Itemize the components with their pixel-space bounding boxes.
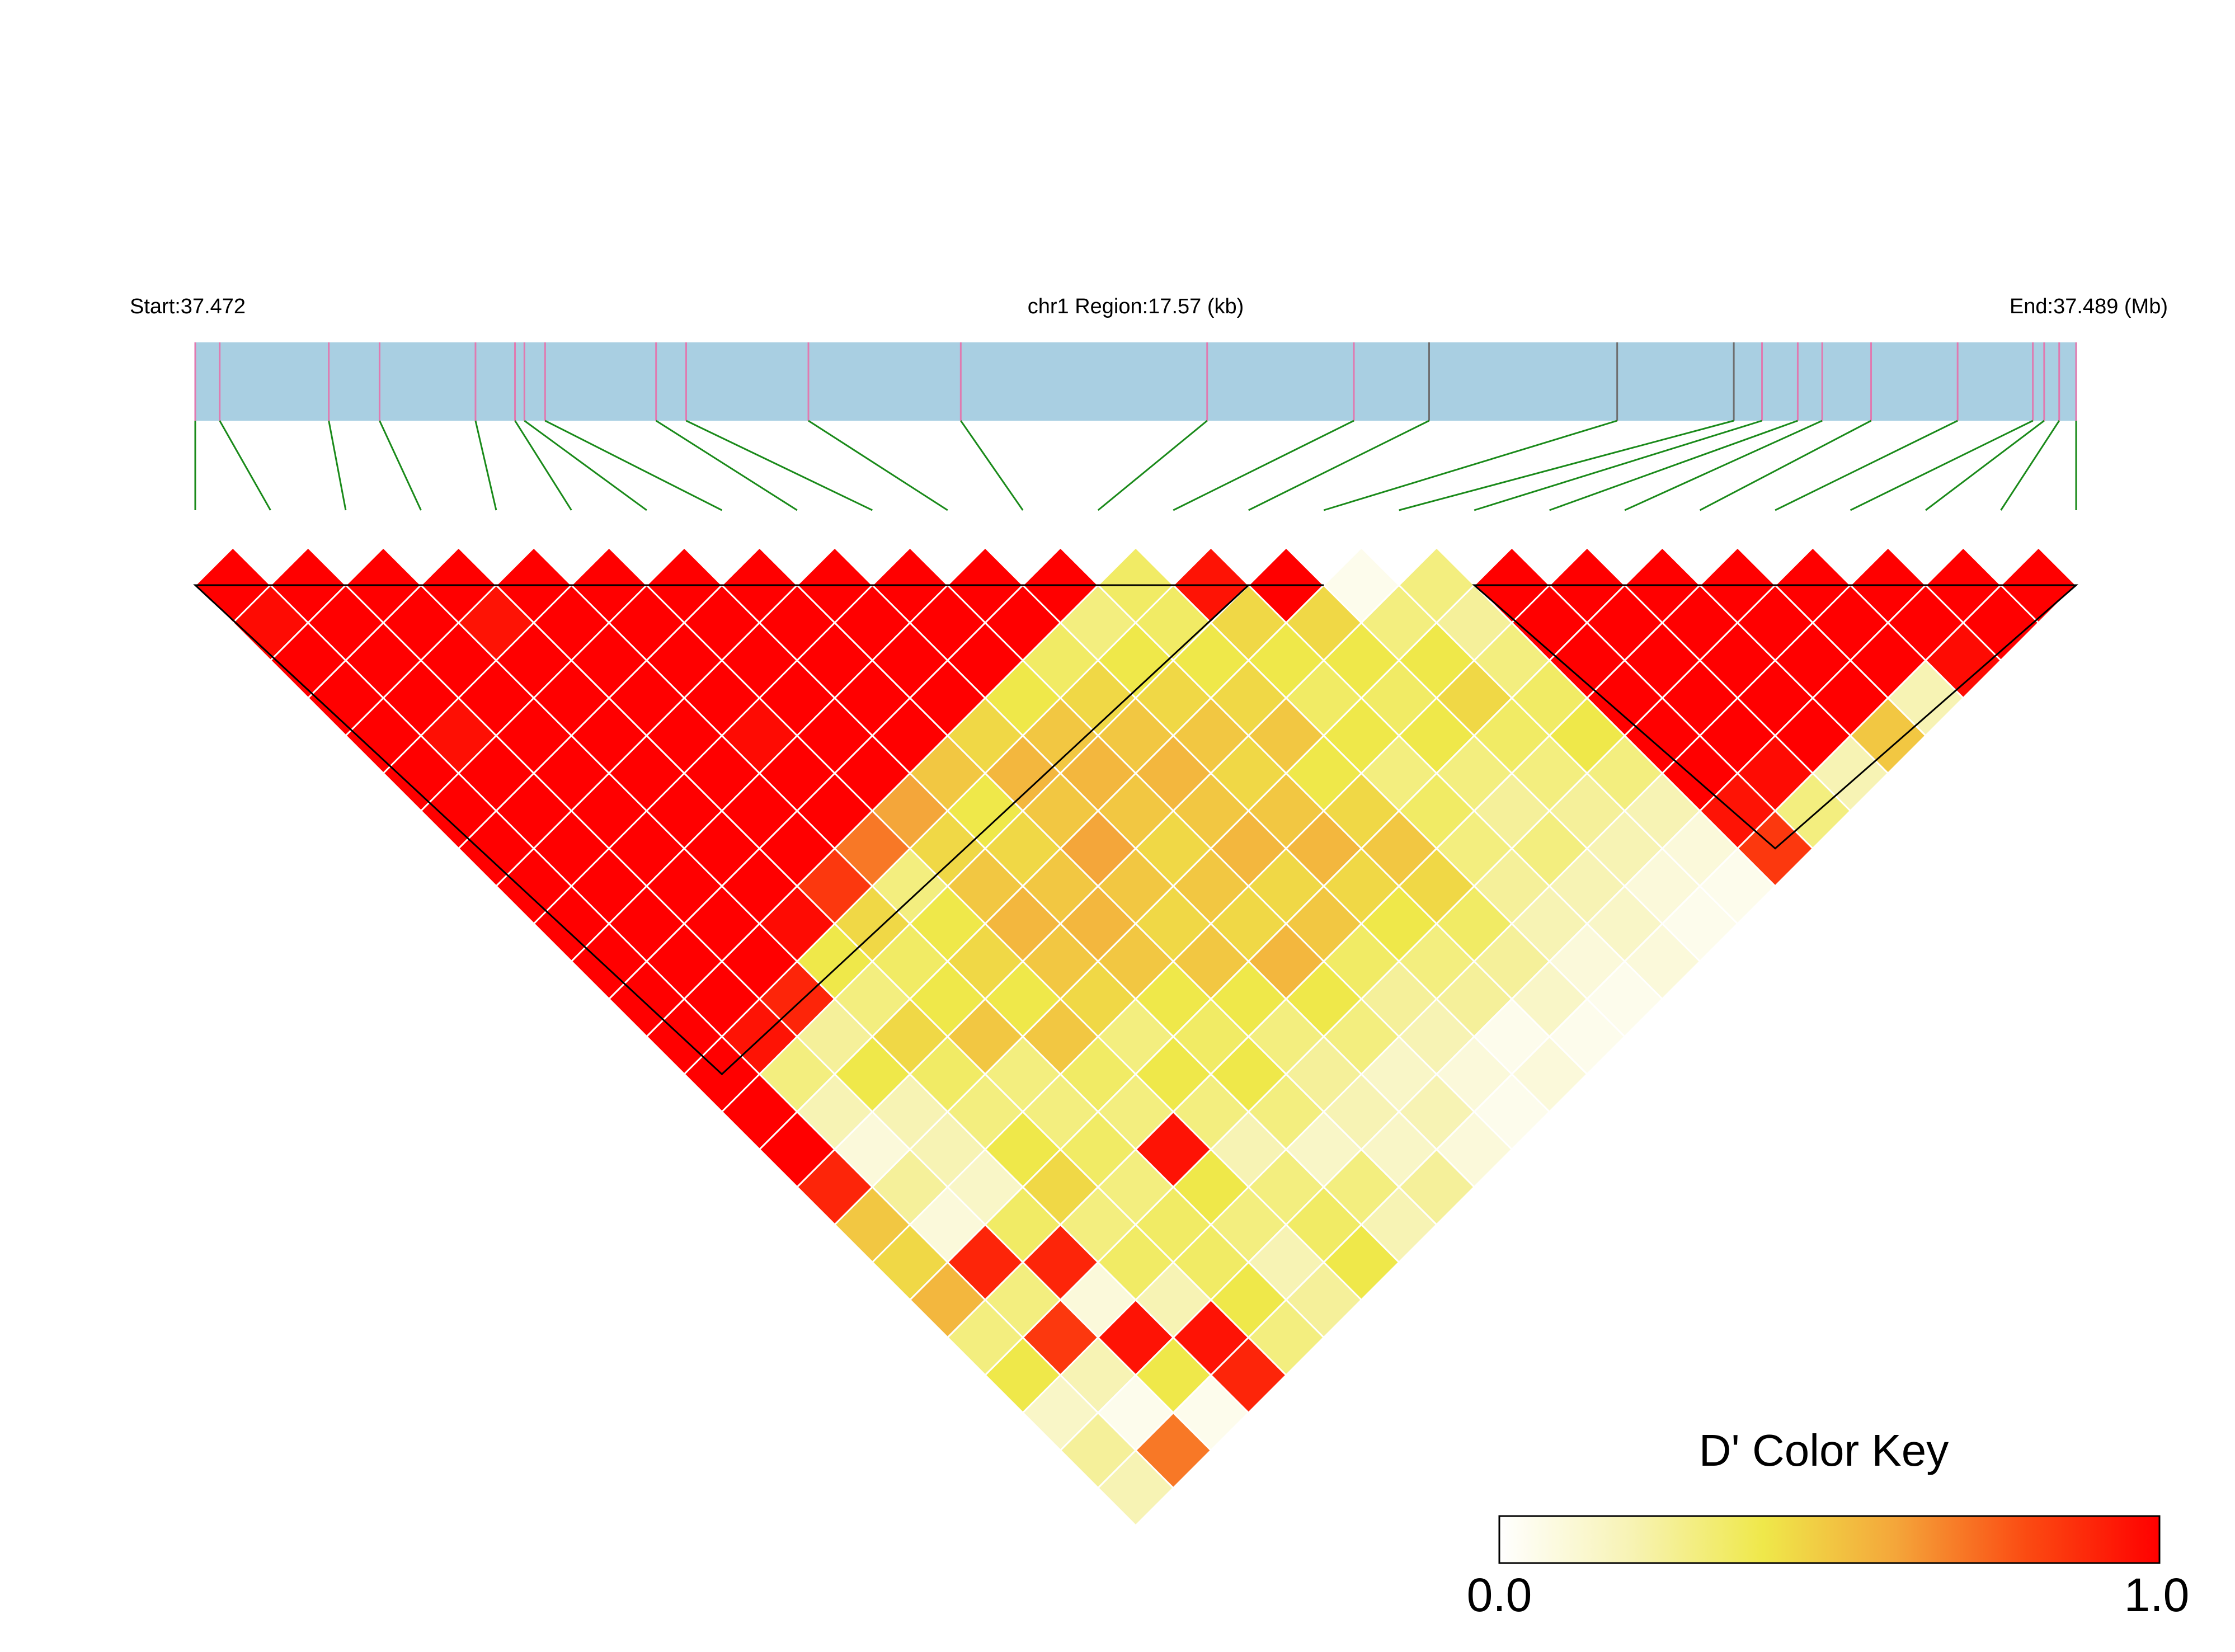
snp-connector <box>1173 420 1354 511</box>
snp-connector <box>1850 420 2034 511</box>
snp-connector <box>808 420 948 511</box>
snp-connector-group <box>194 420 2077 511</box>
snp-connector <box>219 420 271 511</box>
snp-connector <box>1323 420 1618 511</box>
start-label: Start:37.472 <box>130 295 246 318</box>
region-label: chr1 Region:17.57 (kb) <box>1028 295 1244 318</box>
snp-connector <box>524 420 647 511</box>
snp-connector <box>328 420 347 511</box>
snp-connector <box>2000 420 2060 511</box>
snp-tick-group <box>194 342 2077 421</box>
ld-cell-group <box>194 546 2078 1527</box>
snp-connector <box>1474 420 1762 511</box>
snp-connector <box>1624 420 1823 511</box>
snp-connector <box>960 420 1024 511</box>
snp-connector <box>1399 420 1734 511</box>
color-key-min-label: 0.0 <box>1467 1569 1532 1621</box>
color-key-gradient-bar <box>1498 1515 2161 1564</box>
snp-connector <box>379 420 422 511</box>
snp-connector <box>1549 420 1798 511</box>
snp-connector <box>1699 420 1872 511</box>
ld-block-outline <box>193 584 1251 1076</box>
snp-connector <box>544 420 723 511</box>
color-key-title: D' Color Key <box>1699 1425 1949 1475</box>
snp-connector <box>1775 420 1958 511</box>
color-key-max-label: 1.0 <box>2124 1569 2190 1621</box>
snp-connector <box>1248 420 1430 511</box>
end-label: End:37.489 (Mb) <box>2010 295 2168 318</box>
snp-connector <box>655 420 798 511</box>
ld-block-outline-group <box>193 584 2078 1076</box>
snp-connector <box>1097 420 1208 511</box>
ld-block-outline <box>1472 584 2078 850</box>
chromosome-track <box>195 342 2076 421</box>
snp-connector <box>514 420 572 511</box>
snp-connector <box>685 420 873 511</box>
snp-connector <box>474 420 497 511</box>
snp-connector <box>1925 420 2045 511</box>
